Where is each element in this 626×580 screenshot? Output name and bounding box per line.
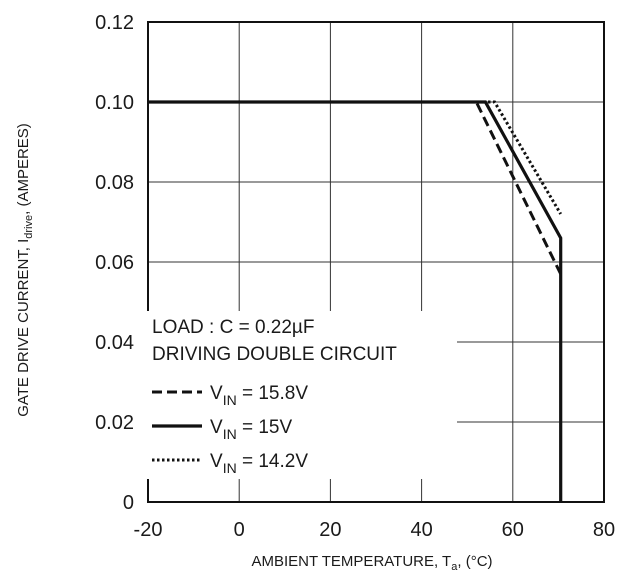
legend-label: VIN = 15.8V (210, 383, 308, 408)
legend-background (141, 311, 457, 479)
legend-label: VIN = 15V (210, 417, 292, 442)
y-tick-label: 0.10 (95, 92, 134, 114)
series-line-dotted (148, 100, 562, 215)
legend: LOAD : C = 0.22µF DRIVING DOUBLE CIRCUIT… (141, 311, 457, 479)
y-tick-label: 0.12 (95, 12, 134, 34)
legend-entries: VIN = 15.8V VIN = 15V VIN = 14.2V (152, 383, 308, 476)
y-tick-label: 0.08 (95, 172, 134, 194)
x-tick-label: 40 (410, 519, 432, 541)
y-tick-label: 0.04 (95, 332, 134, 354)
legend-label: VIN = 14.2V (210, 451, 308, 476)
series-line-solid (148, 100, 563, 502)
y-axis-label: GATE DRIVE CURRENT, Idrive, (AMPERES) (15, 123, 35, 417)
x-tick-label: 0 (234, 519, 245, 541)
y-tick-label: 0.06 (95, 252, 134, 274)
x-tick-label: -20 (134, 519, 163, 541)
load-annotation: LOAD : C = 0.22µF (152, 317, 314, 338)
x-axis-label: AMBIENT TEMPERATURE, Ta, (°C) (251, 553, 492, 573)
x-tick-label: 20 (319, 519, 341, 541)
circuit-annotation: DRIVING DOUBLE CIRCUIT (152, 344, 397, 365)
series-lines (148, 100, 563, 502)
y-tick-label: 0.02 (95, 412, 134, 434)
y-tick-label: 0 (123, 492, 134, 514)
plot-frame (147, 21, 605, 503)
x-tick-label: 80 (593, 519, 615, 541)
x-tick-label: 60 (502, 519, 524, 541)
